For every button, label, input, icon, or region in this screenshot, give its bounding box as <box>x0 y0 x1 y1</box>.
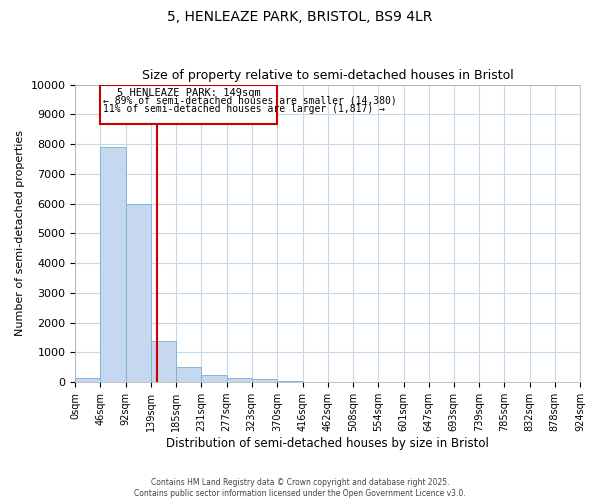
Text: 11% of semi-detached houses are larger (1,817) →: 11% of semi-detached houses are larger (… <box>103 104 385 114</box>
Bar <box>125 204 151 382</box>
Title: Size of property relative to semi-detached houses in Bristol: Size of property relative to semi-detach… <box>142 69 514 82</box>
Y-axis label: Number of semi-detached properties: Number of semi-detached properties <box>15 130 25 336</box>
X-axis label: Distribution of semi-detached houses by size in Bristol: Distribution of semi-detached houses by … <box>166 437 489 450</box>
Bar <box>277 381 302 382</box>
Bar <box>75 378 100 382</box>
Bar <box>176 368 202 382</box>
Bar <box>151 340 176 382</box>
Text: 5, HENLEAZE PARK, BRISTOL, BS9 4LR: 5, HENLEAZE PARK, BRISTOL, BS9 4LR <box>167 10 433 24</box>
Bar <box>252 379 277 382</box>
Text: 5 HENLEAZE PARK: 149sqm: 5 HENLEAZE PARK: 149sqm <box>117 88 261 98</box>
FancyBboxPatch shape <box>100 84 277 124</box>
Bar <box>227 378 252 382</box>
Bar <box>100 147 125 382</box>
Text: ← 89% of semi-detached houses are smaller (14,380): ← 89% of semi-detached houses are smalle… <box>103 96 397 106</box>
Text: Contains HM Land Registry data © Crown copyright and database right 2025.
Contai: Contains HM Land Registry data © Crown c… <box>134 478 466 498</box>
Bar <box>202 376 227 382</box>
